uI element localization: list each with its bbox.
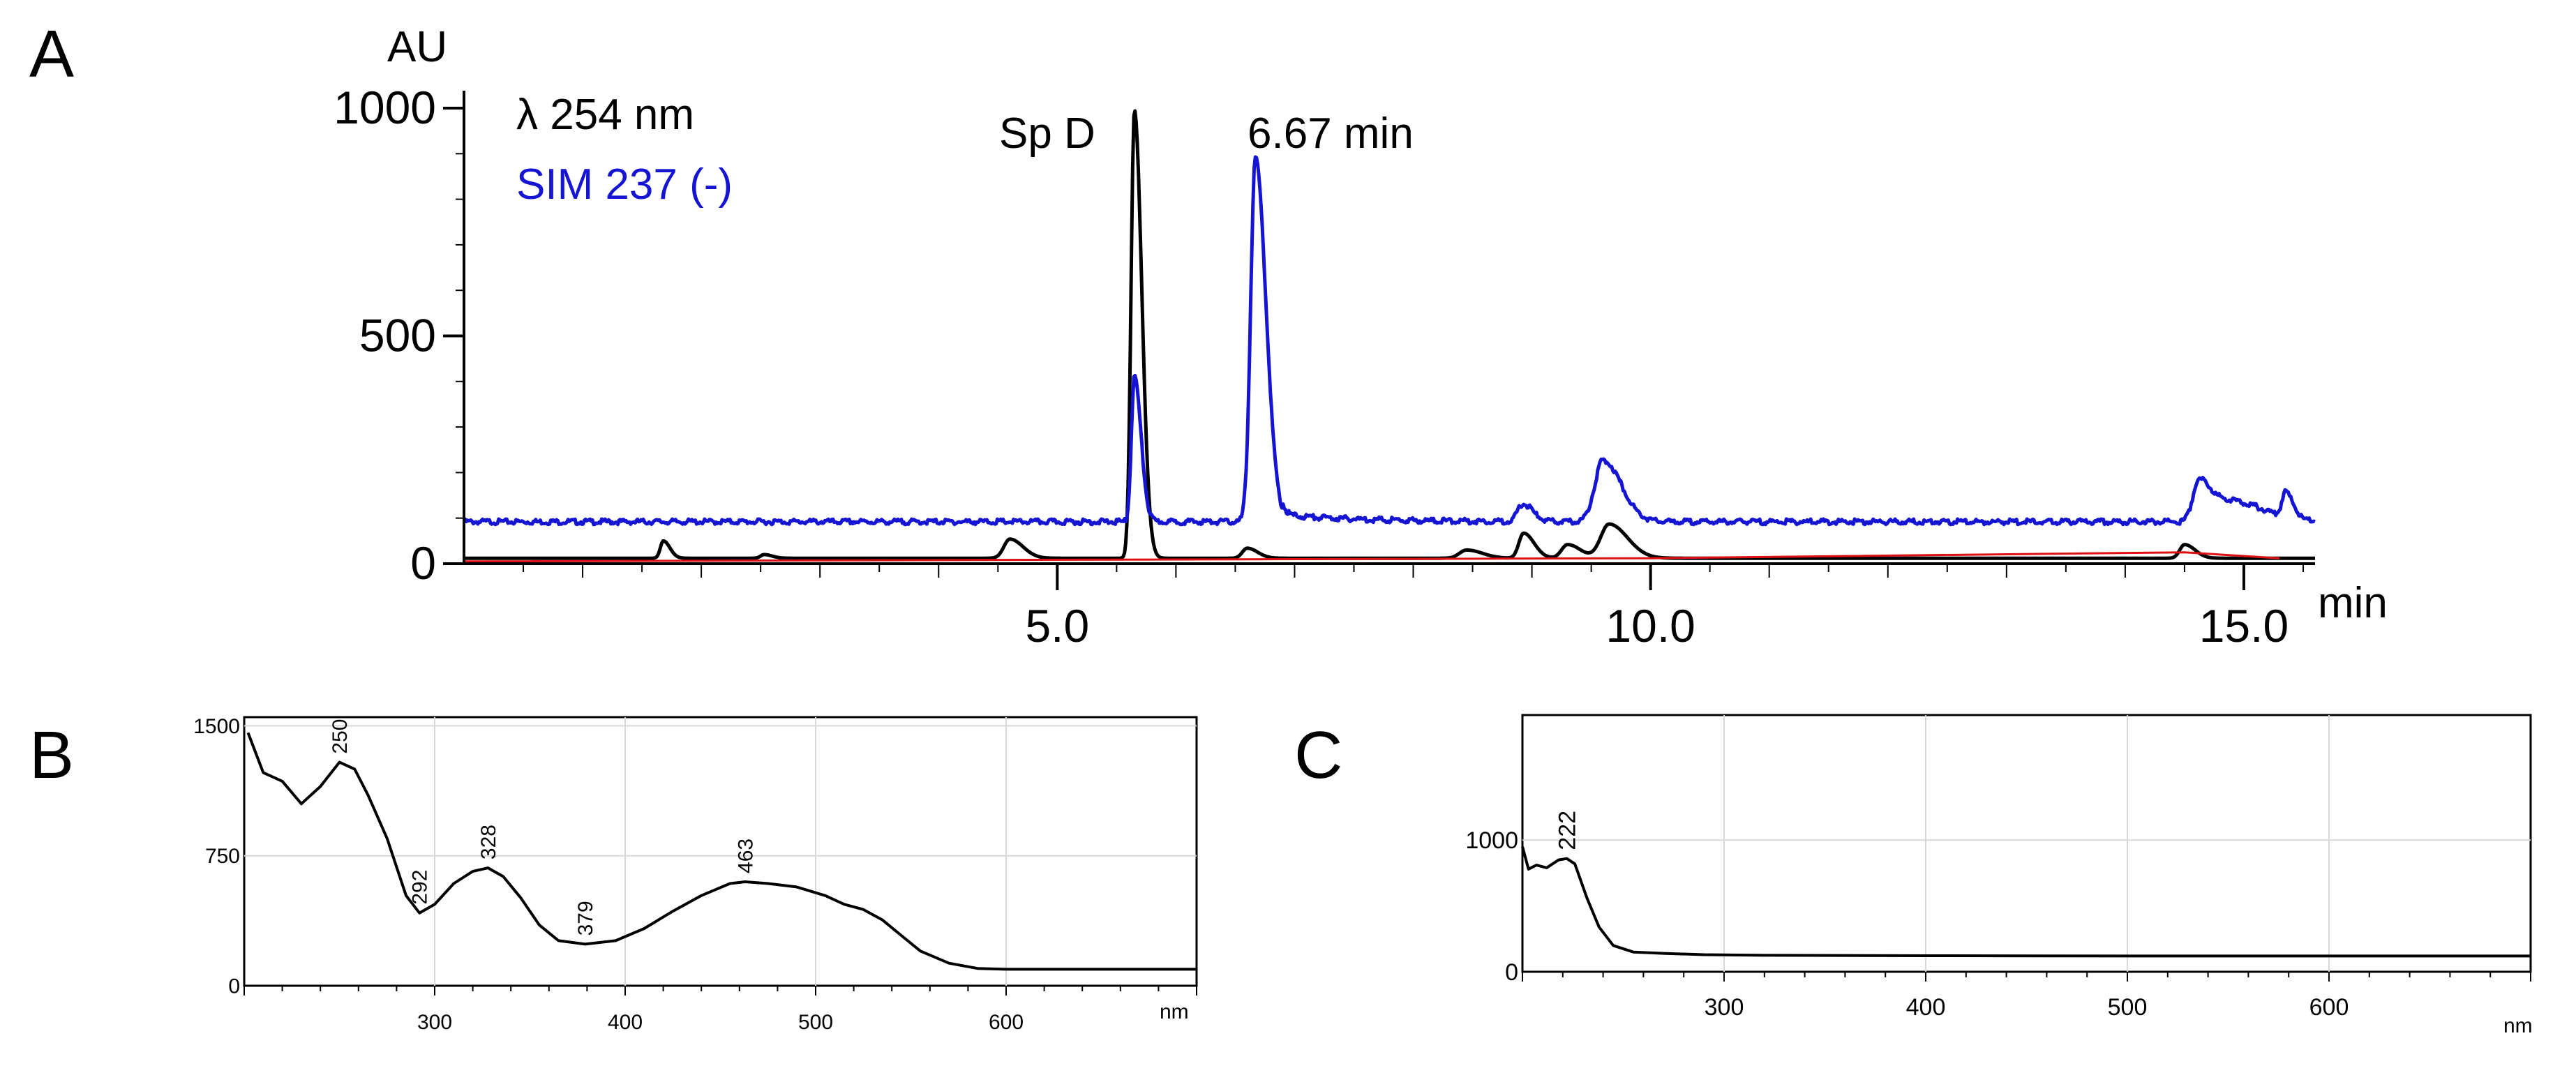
- chart-c-y-tick-label: 1000: [1465, 827, 1518, 854]
- chart-b-frame: [243, 716, 1198, 987]
- chart-a-y-label: AU: [387, 23, 447, 71]
- chart-b-x-tick-label: 600: [989, 1011, 1024, 1034]
- panel-label-b: B: [29, 718, 74, 792]
- chart-c-peak-label: 222: [1554, 811, 1580, 850]
- chart-a-x-tick-label: 15.0: [2199, 600, 2289, 652]
- chart-c-frame: [1521, 714, 2532, 973]
- chart-b-x-label: nm: [1160, 1000, 1189, 1023]
- chart-a-legend-sim237: SIM 237 (-): [516, 160, 733, 209]
- chart-a-series-sim237: [462, 155, 2316, 527]
- chart-c-x-label: nm: [2503, 1014, 2533, 1037]
- chart-b-peak-label: 328: [477, 825, 500, 859]
- panel-label-a: A: [29, 17, 74, 91]
- chart-a-x-tick-label: 10.0: [1605, 600, 1695, 652]
- chart-c: 300 400 500 600 0 1000 222 nm: [1465, 714, 2533, 1037]
- chart-a-annotation-sp-d: Sp D: [999, 110, 1095, 158]
- chart-c-x-tick-label: 300: [1705, 994, 1744, 1021]
- chart-a: 5.0 10.0 15.0 0 500 1000 AU min λ 254 nm SIM…: [334, 23, 2388, 652]
- chart-b-spectrum-line: [246, 732, 1197, 971]
- chart-b-x-tick-label: 500: [798, 1011, 833, 1034]
- chart-c-y-tick-label: 0: [1505, 959, 1518, 986]
- chart-b-x-tick-label: 400: [608, 1011, 643, 1034]
- chart-a-series-254nm: [463, 109, 2316, 560]
- chart-b: 300 400 500 600 0 750 1500 250 292 328 379 463 nm: [193, 715, 1198, 1034]
- chart-b-peak-label: 463: [734, 839, 757, 873]
- chart-b-y-tick-label: 1500: [193, 715, 240, 738]
- chart-a-y-tick-label: 1000: [334, 82, 436, 133]
- chart-a-legend-254: λ 254 nm: [516, 91, 694, 139]
- chart-b-peak-label: 379: [574, 901, 597, 936]
- chart-b-peak-label: 250: [329, 719, 352, 754]
- chart-c-x-tick-label: 500: [2108, 994, 2148, 1021]
- chart-a-x-tick-label: 5.0: [1025, 600, 1089, 652]
- chart-c-spectrum-line: [1521, 846, 2531, 958]
- chart-b-x-tick-label: 300: [417, 1011, 452, 1034]
- chart-c-x-tick-label: 400: [1906, 994, 1946, 1021]
- chart-c-x-tick-label: 600: [2309, 994, 2349, 1021]
- chart-a-annotation-peak-time: 6.67 min: [1248, 110, 1414, 158]
- chart-a-x-label: min: [2318, 579, 2388, 627]
- chart-b-peak-label: 292: [409, 870, 432, 905]
- chart-a-y-tick-label: 500: [359, 310, 436, 361]
- chart-b-y-tick-label: 750: [205, 845, 240, 868]
- chart-a-y-tick-label: 0: [410, 537, 436, 589]
- chart-a-series-baseline: [463, 551, 2280, 563]
- panel-label-c: C: [1294, 718, 1342, 792]
- chart-b-y-tick-label: 0: [228, 975, 240, 998]
